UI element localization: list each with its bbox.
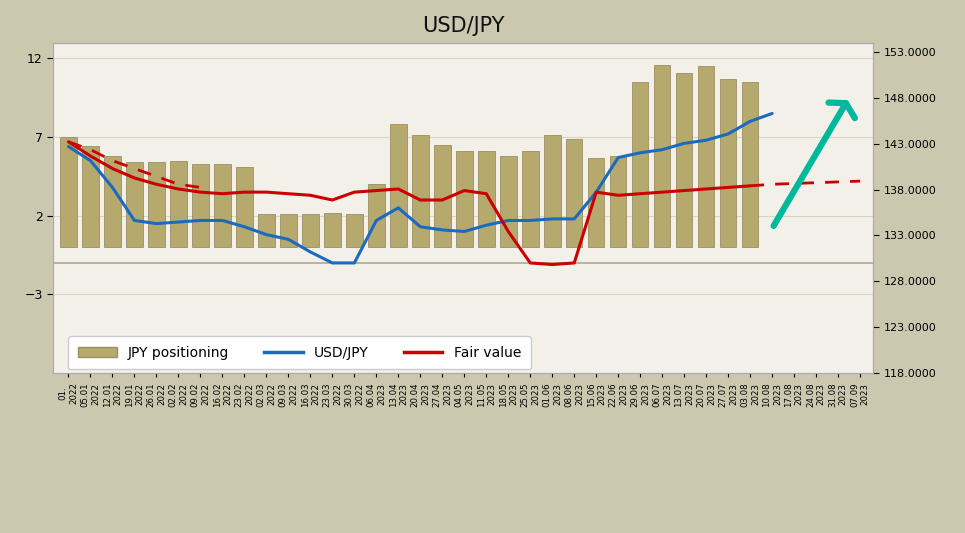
Bar: [500, 156, 516, 247]
Bar: [214, 164, 231, 247]
Bar: [632, 82, 648, 247]
Legend: JPY positioning, USD/JPY, Fair value: JPY positioning, USD/JPY, Fair value: [69, 336, 531, 369]
Bar: [698, 66, 714, 247]
Bar: [368, 184, 385, 247]
Bar: [610, 156, 626, 247]
Bar: [456, 151, 473, 247]
Bar: [324, 213, 341, 247]
Bar: [280, 214, 296, 247]
Bar: [60, 137, 76, 247]
Bar: [522, 151, 538, 247]
Bar: [412, 135, 428, 247]
Bar: [104, 156, 121, 247]
Bar: [346, 214, 363, 247]
Bar: [258, 214, 275, 247]
Title: USD/JPY: USD/JPY: [422, 15, 505, 36]
Bar: [236, 167, 253, 247]
Bar: [654, 64, 671, 247]
Bar: [720, 79, 736, 247]
Bar: [192, 164, 208, 247]
Bar: [170, 160, 186, 247]
Bar: [478, 151, 494, 247]
Bar: [566, 139, 583, 247]
Bar: [588, 158, 604, 247]
Bar: [434, 145, 451, 247]
Bar: [676, 72, 693, 247]
Bar: [149, 162, 165, 247]
Bar: [742, 82, 758, 247]
Bar: [544, 135, 561, 247]
Bar: [302, 214, 318, 247]
Bar: [126, 162, 143, 247]
Bar: [390, 125, 406, 247]
Bar: [82, 147, 98, 247]
